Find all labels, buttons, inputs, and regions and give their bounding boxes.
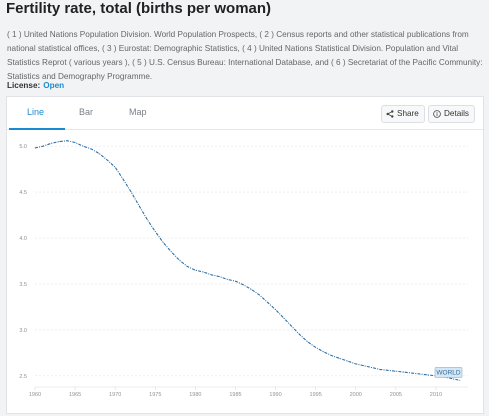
data-point [146, 219, 148, 221]
data-point [122, 178, 124, 180]
data-point [275, 309, 276, 311]
info-icon [433, 110, 441, 118]
x-tick-label: 2005 [390, 392, 402, 398]
data-point [323, 351, 325, 353]
x-tick-label: 2000 [350, 392, 362, 398]
data-point [459, 380, 461, 381]
data-point [395, 370, 397, 372]
data-point [379, 369, 381, 370]
data-point [178, 259, 180, 261]
data-point [154, 231, 156, 232]
series-label-world: WORLD [436, 370, 461, 377]
data-point [50, 143, 52, 144]
data-point [355, 363, 357, 365]
data-point [219, 276, 220, 277]
y-tick-label: 5.0 [19, 144, 27, 150]
data-point [227, 279, 228, 280]
data-point [387, 369, 389, 371]
data-point [195, 269, 196, 271]
x-tick-label: 1990 [269, 392, 281, 398]
x-tick-label: 1960 [29, 392, 41, 398]
license-label: License: [7, 81, 41, 90]
tab-bar: Line Bar Map Share Details [7, 97, 483, 130]
tab-map[interactable]: Map [129, 107, 147, 117]
share-icon [386, 110, 394, 118]
tab-bar-chart[interactable]: Bar [79, 107, 94, 117]
y-tick-label: 3.0 [19, 328, 27, 334]
data-point [235, 280, 236, 282]
license-line: License: Open [7, 81, 64, 90]
tab-line[interactable]: Line [27, 107, 45, 117]
x-tick-label: 1970 [109, 392, 121, 398]
y-tick-label: 4.5 [19, 190, 27, 196]
data-point [283, 317, 284, 319]
active-tab-indicator [9, 128, 65, 130]
x-tick-label: 1985 [229, 392, 241, 398]
details-button[interactable]: Details [428, 105, 476, 123]
data-point [259, 294, 260, 296]
data-point [307, 341, 308, 343]
data-point [162, 242, 164, 243]
data-point [74, 142, 76, 143]
data-point [211, 274, 212, 276]
data-point [299, 334, 300, 335]
source-note: ( 1 ) United Nations Population Division… [7, 30, 483, 81]
data-point [331, 355, 333, 356]
page-title: Fertility rate, total (births per woman) [6, 0, 272, 17]
data-point [267, 301, 268, 303]
data-point [363, 365, 365, 367]
data-point [251, 289, 252, 290]
share-button[interactable]: Share [381, 105, 425, 123]
data-point [66, 140, 68, 142]
line-chart: 2.5 3.0 3.5 4.0 4.5 5.0 1960 1965 1970 1975 1980 19… [19, 140, 468, 398]
data-point [339, 358, 341, 359]
data-point [451, 378, 453, 379]
details-label: Details [444, 109, 470, 118]
data-point [419, 373, 421, 375]
data-point [291, 325, 292, 327]
license-link[interactable]: Open [43, 81, 65, 90]
y-tick-label: 4.0 [19, 236, 27, 242]
data-point [203, 271, 204, 273]
series-label-box [434, 367, 463, 378]
data-point [187, 266, 188, 267]
data-point [371, 367, 373, 368]
data-point [170, 251, 172, 253]
y-tick-label: 3.5 [19, 282, 27, 288]
data-point [427, 374, 429, 376]
data-point [106, 159, 108, 161]
data-point [315, 346, 316, 348]
data-point [243, 284, 244, 286]
series-line-world [34, 140, 461, 381]
x-tick-label: 1980 [189, 392, 201, 398]
share-label: Share [397, 109, 419, 118]
data-point [58, 141, 60, 142]
data-point [130, 191, 132, 193]
data-point [347, 360, 349, 362]
data-point [138, 205, 140, 207]
data-point [403, 371, 405, 373]
data-point [114, 166, 116, 168]
data-point [82, 145, 84, 147]
x-tick-label: 1975 [149, 392, 161, 398]
x-tick-label: 1995 [310, 392, 322, 398]
data-point [42, 145, 44, 147]
data-point [34, 147, 36, 149]
data-point [411, 372, 413, 374]
y-tick-label: 2.5 [19, 374, 27, 380]
x-tick-label: 2010 [430, 392, 442, 398]
data-point [98, 153, 100, 154]
x-tick-label: 1965 [69, 392, 81, 398]
chart-panel: Line Bar Map Share Details 2.5 3.0 3.5 4.0 4… [6, 96, 484, 414]
data-point [90, 148, 92, 150]
